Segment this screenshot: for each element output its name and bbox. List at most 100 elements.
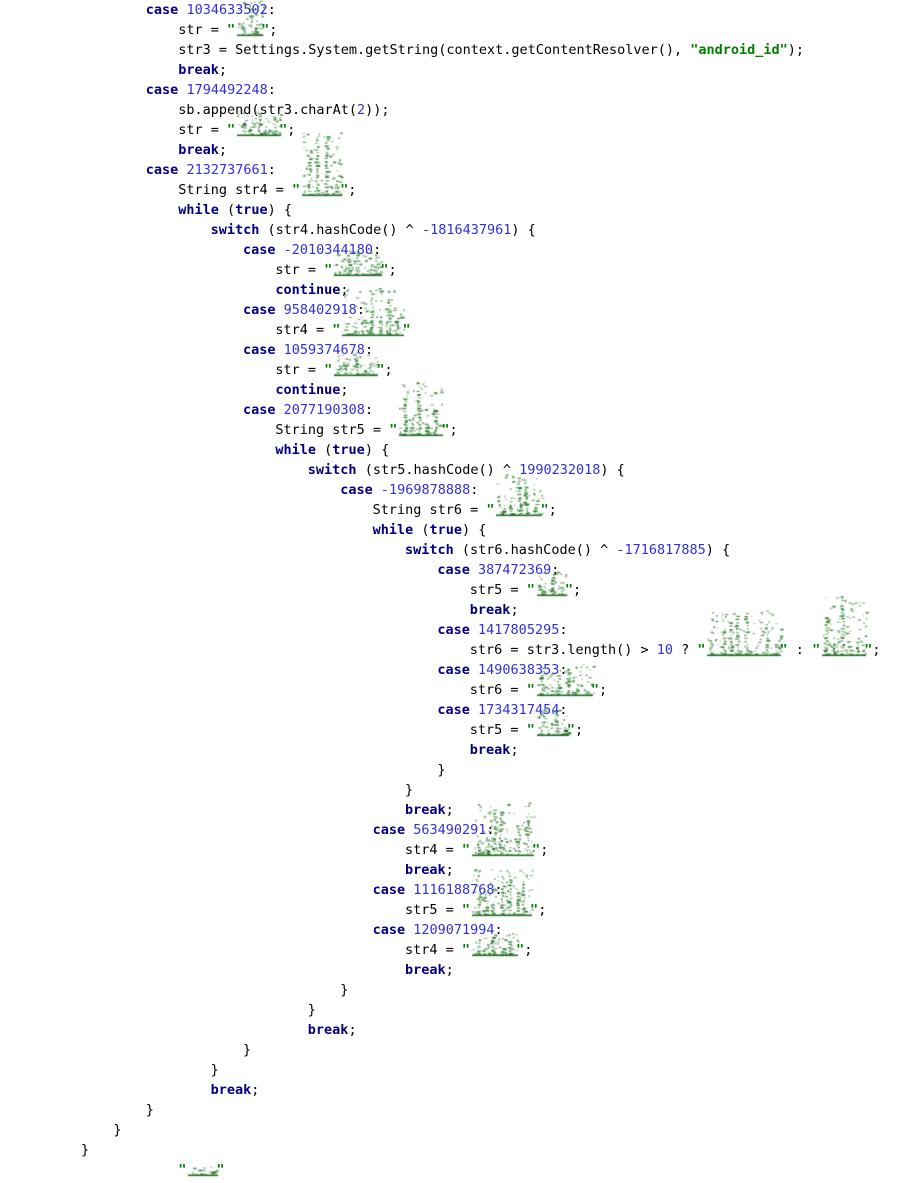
obfuscated-string-literal: " " xyxy=(227,109,287,141)
numeric-literal: 1116188768 xyxy=(413,882,495,898)
code-text: } xyxy=(210,1062,219,1078)
code-text: } xyxy=(437,762,446,778)
code-line[interactable]: str = " "; xyxy=(178,109,296,141)
java-keyword: switch xyxy=(405,542,454,558)
java-keyword: case xyxy=(437,562,470,578)
code-line[interactable]: } xyxy=(146,1100,154,1120)
code-line[interactable]: case 1034633502: xyxy=(146,0,276,20)
code-line[interactable]: while (true) { xyxy=(275,440,389,460)
code-line[interactable]: switch (str4.hashCode() ^ -1816437961) { xyxy=(211,220,536,240)
code-line[interactable]: str5 = " "; xyxy=(405,867,546,921)
code-line[interactable]: String str6 = " "; xyxy=(373,473,557,521)
numeric-literal: 1034633502 xyxy=(186,2,268,18)
code-line[interactable]: break; xyxy=(470,740,519,760)
code-line[interactable]: case 2077190308: xyxy=(243,400,373,420)
code-line[interactable]: break; xyxy=(178,140,227,160)
code-line[interactable]: while (true) { xyxy=(178,200,292,220)
code-text: } xyxy=(81,1142,90,1158)
code-line[interactable]: break; xyxy=(405,860,454,880)
code-line[interactable]: } xyxy=(405,780,413,800)
punctuation: ; xyxy=(510,742,519,758)
code-line[interactable]: str = " "; xyxy=(275,351,393,381)
code-line[interactable]: break; xyxy=(211,1080,260,1100)
code-line[interactable]: case -2010344180: xyxy=(243,240,381,260)
code-line[interactable]: } xyxy=(340,980,348,1000)
punctuation: ; xyxy=(572,582,582,598)
punctuation: : xyxy=(373,242,382,258)
code-line[interactable]: sb.append(str3.charAt(2)); xyxy=(178,100,389,120)
code-line[interactable]: break; xyxy=(470,600,519,620)
code-text xyxy=(276,342,284,358)
code-text: } xyxy=(405,782,414,798)
code-line[interactable]: } xyxy=(81,1140,89,1160)
code-line[interactable]: case 1417805295: xyxy=(437,620,567,640)
code-text: str4 = xyxy=(405,942,462,958)
code-line[interactable]: case 958402918: xyxy=(243,300,365,320)
code-line[interactable]: case 1734317454: xyxy=(437,700,567,720)
code-line[interactable]: } xyxy=(113,1120,121,1140)
punctuation: )); xyxy=(365,102,390,118)
code-line[interactable]: " " xyxy=(178,1160,224,1181)
punctuation: : xyxy=(559,702,568,718)
code-line[interactable]: str4 = " "; xyxy=(405,931,532,961)
code-line[interactable]: case 1116188768: xyxy=(373,880,503,900)
code-line[interactable]: break; xyxy=(178,60,227,80)
code-line[interactable]: while (true) { xyxy=(373,520,487,540)
punctuation: ; xyxy=(287,122,296,138)
code-line[interactable]: case 2132737661: xyxy=(146,160,276,180)
code-line[interactable]: str6 = str3.length() > 10 ? " " : " "; xyxy=(470,595,880,661)
punctuation: ; xyxy=(340,382,349,398)
punctuation: ; xyxy=(269,22,278,38)
code-text xyxy=(470,702,478,718)
code-text: str3 = Settings.System.getString(context… xyxy=(178,42,691,58)
code-text: str6 = xyxy=(469,682,527,698)
code-line[interactable]: } xyxy=(308,1000,316,1020)
code-text: str5 = xyxy=(469,582,527,598)
code-line[interactable]: } xyxy=(211,1060,219,1080)
code-line[interactable]: } xyxy=(437,760,445,780)
java-keyword: case xyxy=(243,302,276,318)
java-keyword: true xyxy=(332,442,365,458)
code-line[interactable]: case 1794492248: xyxy=(146,80,276,100)
code-line[interactable]: String str5 = " "; xyxy=(275,381,458,441)
code-line[interactable]: str6 = " "; xyxy=(469,663,607,701)
code-line[interactable]: case 1059374678: xyxy=(243,340,373,360)
code-line[interactable]: str5 = " "; xyxy=(469,569,582,601)
numeric-literal: 1059374678 xyxy=(283,342,365,358)
code-line[interactable]: switch (str5.hashCode() ^ 1990232018) { xyxy=(308,460,625,480)
code-line[interactable]: case 563490291: xyxy=(373,820,495,840)
code-text xyxy=(470,562,478,578)
java-keyword: break xyxy=(178,142,219,158)
code-line[interactable]: str = " "; xyxy=(275,247,397,281)
code-line[interactable]: str5 = " "; xyxy=(470,707,584,741)
code-line[interactable]: break; xyxy=(405,800,454,820)
code-text: } xyxy=(340,982,349,998)
punctuation: ; xyxy=(340,282,349,298)
java-keyword: while xyxy=(372,522,414,538)
java-keyword: break xyxy=(307,1022,349,1038)
code-line[interactable]: case 1490638353: xyxy=(437,660,567,680)
code-line[interactable]: continue; xyxy=(275,280,348,300)
java-keyword: break xyxy=(178,62,219,78)
code-line[interactable]: switch (str6.hashCode() ^ -1716817885) { xyxy=(405,540,730,560)
code-line[interactable]: String str4 = " "; xyxy=(178,131,356,201)
code-line[interactable]: case -1969878888: xyxy=(340,480,478,500)
code-line[interactable]: } xyxy=(243,1040,251,1060)
code-text: ( xyxy=(413,522,430,538)
code-line[interactable]: str4 = " "; xyxy=(405,801,548,861)
code-line[interactable]: str3 = Settings.System.getString(context… xyxy=(178,40,804,60)
code-line[interactable]: break; xyxy=(308,1020,357,1040)
obfuscated-string-literal: " " xyxy=(462,801,540,861)
code-text xyxy=(470,622,478,638)
numeric-literal: 1990232018 xyxy=(519,462,601,478)
punctuation: ; xyxy=(445,862,454,878)
code-line[interactable]: continue; xyxy=(275,380,348,400)
punctuation: ; xyxy=(574,722,584,738)
code-line[interactable]: str = " "; xyxy=(178,0,278,41)
code-text: ) { xyxy=(267,202,292,218)
code-line[interactable]: str4 = " " xyxy=(275,287,411,341)
code-line[interactable]: case 387472369: xyxy=(437,560,559,580)
code-line[interactable]: break; xyxy=(405,960,454,980)
code-line[interactable]: case 1209071994: xyxy=(373,920,503,940)
